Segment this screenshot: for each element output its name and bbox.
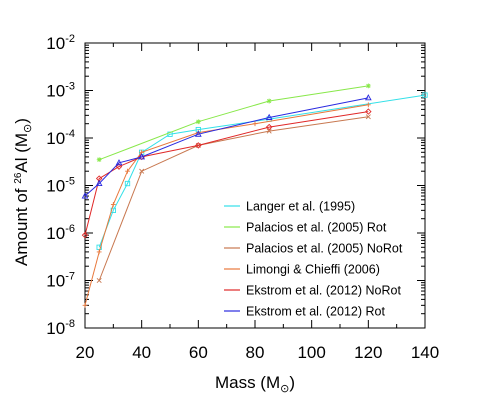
data-point (266, 128, 272, 134)
legend-label: Limongi & Chieffi (2006) (246, 263, 380, 277)
data-point (81, 231, 89, 239)
data-point (96, 157, 102, 163)
y-tick-label: 10-6 (46, 223, 75, 243)
series-line (84, 104, 369, 306)
data-point (95, 179, 103, 186)
data-point (115, 163, 123, 170)
data-point (82, 302, 88, 308)
x-axis-ticks: 20 40 60 80 100 120 140 (76, 43, 439, 362)
x-tick-label: 80 (246, 343, 265, 362)
series-line (99, 85, 369, 161)
series-layer (81, 83, 428, 308)
data-point (81, 192, 89, 199)
legend-label: Ekstrom et al. (2012) Rot (246, 305, 385, 319)
data-point (138, 153, 146, 160)
data-point (365, 114, 371, 120)
data-point (115, 159, 123, 166)
series-line (98, 94, 426, 248)
series-1 (96, 83, 371, 163)
x-tick-label: 140 (411, 343, 439, 362)
data-point (364, 94, 372, 101)
data-point (124, 180, 131, 187)
data-point (110, 202, 116, 207)
data-point (194, 130, 202, 137)
series-3 (82, 102, 371, 308)
y-axis-ticks: 10-8 10-7 10-6 10-5 10-4 10-3 10-2 (46, 33, 425, 338)
y-tick-label: 10-3 (46, 81, 75, 101)
data-point (365, 102, 371, 108)
legend-label: Ekstrom et al. (2012) NoRot (246, 284, 401, 298)
series-5 (81, 94, 372, 199)
y-tick-label: 10-2 (46, 33, 75, 53)
data-point (422, 92, 428, 98)
y-tick-label: 10-4 (46, 128, 75, 148)
y-axis-title: Amount of 26Al (M⊙) (12, 118, 34, 266)
x-axis-title: Mass (M⊙) (215, 373, 295, 395)
data-point (265, 113, 273, 120)
y-tick-label: 10-8 (46, 318, 75, 338)
data-point (96, 249, 102, 255)
y-tick-label: 10-5 (46, 176, 75, 196)
data-point (195, 142, 202, 149)
data-point (365, 108, 372, 115)
data-point (195, 119, 201, 125)
x-tick-label: 20 (76, 343, 95, 362)
data-point (96, 277, 102, 284)
data-point (139, 168, 145, 174)
data-point (125, 168, 130, 174)
plot-frame (84, 42, 426, 329)
legend-label: Palacios et al. (2005) Rot (246, 221, 387, 235)
legend-label: Langer et al. (1995) (246, 200, 355, 214)
x-tick-label: 40 (132, 343, 151, 362)
legend-label: Palacios et al. (2005) NoRot (246, 242, 403, 256)
data-point (265, 123, 273, 131)
x-tick-label: 120 (354, 343, 382, 362)
x-tick-label: 60 (189, 343, 208, 362)
y-tick-label: 10-7 (46, 271, 75, 291)
x-tick-label: 100 (297, 343, 325, 362)
data-point (96, 244, 102, 250)
data-point (252, 121, 258, 127)
series-line (84, 97, 369, 197)
data-point (266, 98, 272, 104)
data-point (365, 83, 371, 89)
legend: Langer et al. (1995) Palacios et al. (200… (224, 200, 403, 319)
